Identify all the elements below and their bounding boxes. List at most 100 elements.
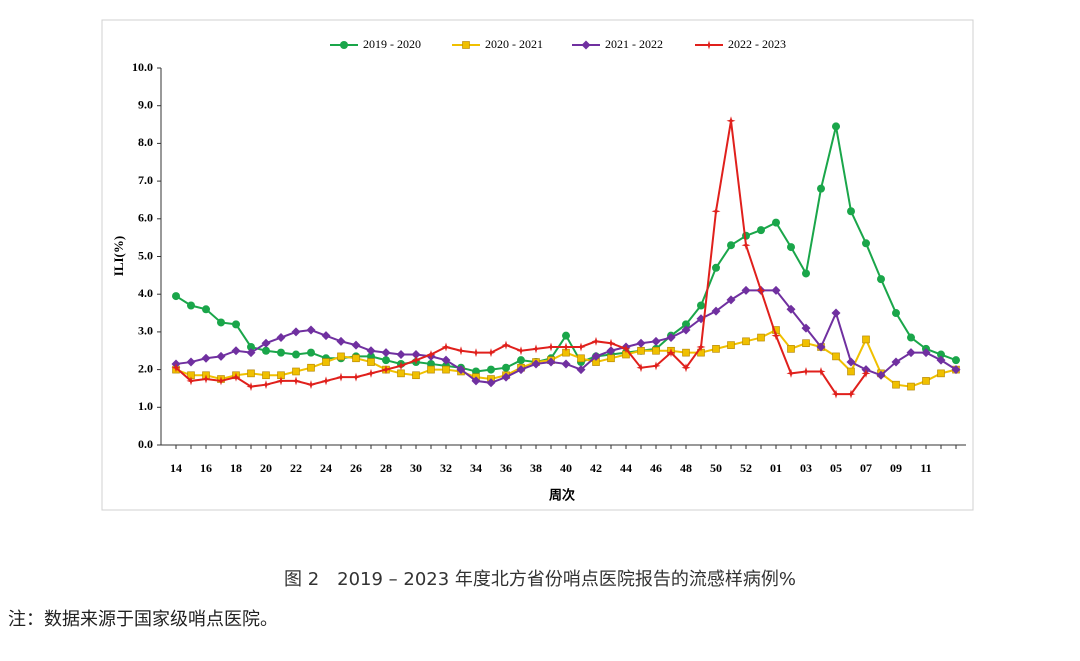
x-tick-label: 22 (290, 461, 302, 475)
legend-label: 2021 - 2022 (605, 37, 663, 51)
point (936, 355, 946, 365)
point (456, 346, 466, 356)
point (711, 306, 721, 316)
point (681, 325, 691, 335)
point (381, 348, 391, 358)
point (247, 342, 255, 351)
y-tick-label: 2.0 (138, 361, 153, 375)
point (501, 340, 511, 350)
point (816, 342, 826, 352)
point (246, 382, 256, 392)
x-tick-label: 01 (770, 461, 782, 475)
point (516, 365, 526, 375)
point (321, 376, 331, 386)
point (352, 354, 360, 363)
point (351, 340, 361, 350)
point (606, 346, 616, 356)
point (801, 323, 811, 333)
point (471, 376, 481, 386)
point (682, 348, 690, 357)
point (697, 301, 705, 310)
point (621, 344, 631, 354)
x-tick-label: 18 (230, 461, 242, 475)
point (216, 376, 226, 386)
point (321, 331, 331, 341)
legend-label: 2020 - 2021 (485, 37, 543, 51)
x-tick-label: 40 (560, 461, 572, 475)
x-tick-label: 52 (740, 461, 752, 475)
chart-frame (101, 19, 974, 511)
point (756, 285, 766, 295)
point (441, 355, 451, 365)
point (741, 240, 751, 250)
point (201, 374, 211, 384)
point (201, 353, 211, 363)
point (726, 116, 736, 126)
point (336, 336, 346, 346)
point (231, 346, 241, 356)
x-tick-label: 03 (800, 461, 812, 475)
point (351, 372, 361, 382)
point (801, 366, 811, 376)
legend-label: 2019 - 2020 (363, 37, 421, 51)
point (322, 358, 330, 366)
point (591, 351, 601, 361)
point (456, 365, 466, 375)
y-tick-label: 1.0 (138, 399, 153, 413)
x-tick-label: 07 (860, 461, 872, 475)
point (892, 380, 900, 389)
point (307, 363, 315, 372)
point (187, 301, 195, 310)
point (892, 309, 900, 318)
point (607, 354, 615, 363)
point (411, 355, 421, 365)
point (712, 263, 720, 272)
point (246, 348, 256, 358)
x-tick-label: 50 (710, 461, 722, 475)
point (651, 336, 661, 346)
point (847, 207, 855, 216)
point (202, 305, 210, 314)
point (367, 358, 375, 366)
point (442, 365, 450, 374)
note: 注：数据来源于国家级哨点医院。 (8, 609, 278, 630)
point (666, 333, 676, 343)
point (832, 352, 840, 361)
point (561, 359, 571, 369)
point (771, 285, 781, 295)
point (636, 338, 646, 348)
y-tick-label: 10.0 (132, 60, 153, 74)
point (846, 389, 856, 399)
point (576, 365, 586, 375)
point (704, 40, 714, 50)
point (441, 342, 451, 352)
point (816, 366, 826, 376)
point (757, 226, 765, 235)
point (382, 356, 390, 365)
point (427, 365, 435, 374)
point (772, 218, 780, 227)
point (712, 345, 720, 353)
point (581, 40, 591, 50)
point (340, 41, 348, 49)
y-tick-label: 5.0 (138, 248, 153, 262)
point (862, 335, 870, 344)
point (276, 333, 286, 343)
x-tick-label: 28 (380, 461, 392, 475)
point (291, 327, 301, 337)
x-tick-label: 26 (350, 461, 362, 475)
point (636, 363, 646, 373)
point (261, 338, 271, 348)
point (186, 357, 196, 367)
point (366, 346, 376, 356)
x-tick-label: 11 (920, 461, 931, 475)
point (652, 346, 660, 355)
y-tick-label: 3.0 (138, 324, 153, 338)
point (802, 269, 810, 278)
point (591, 336, 601, 346)
y-tick-label: 6.0 (138, 211, 153, 225)
caption: 图 2 2019 – 2023 年度北方省份哨点医院报告的流感样病例% (284, 569, 796, 590)
point (471, 348, 481, 358)
point (847, 367, 855, 376)
